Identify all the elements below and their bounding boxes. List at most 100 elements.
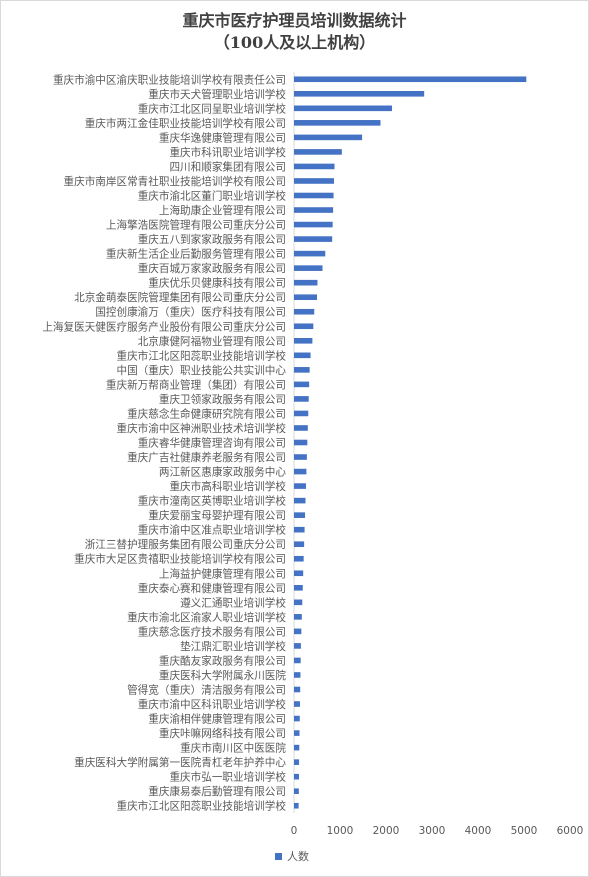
category-label: 两江新区惠康家政服务中心 — [159, 466, 287, 479]
category-label: 上海助康企业管理有限公司 — [159, 204, 286, 217]
category-label: 重庆广吉社健康养老服务有限公司 — [127, 451, 286, 464]
chart-title: 重庆市医疗护理员培训数据统计 （100人及以上机构） — [0, 10, 589, 54]
bar — [294, 672, 301, 678]
bar — [294, 163, 335, 170]
category-label: 重庆市江北区阳蕊职业技能培训学校 — [117, 800, 287, 813]
category-label: 重庆华逸健康管理有限公司 — [159, 131, 286, 144]
bar — [294, 759, 300, 765]
bar — [294, 337, 313, 344]
bar — [294, 802, 299, 809]
legend-label: 人数 — [287, 850, 309, 863]
category-label: 重庆五八到家家政服务有限公司 — [138, 233, 286, 246]
bar — [294, 730, 300, 736]
category-label: 中国（重庆）职业技能公共实训中心 — [117, 364, 287, 377]
bar — [294, 439, 308, 446]
category-label: 重庆市弘一职业培训学校 — [169, 771, 286, 784]
category-label: 重庆康易泰后勤管理有限公司 — [148, 785, 286, 798]
x-tick-label: 4000 — [465, 825, 492, 837]
bar — [294, 657, 301, 664]
category-label: 重庆优乐贝健康科技有限公司 — [148, 277, 286, 290]
category-label: 重庆卫领家政服务有限公司 — [159, 393, 286, 406]
category-label: 国控创康渝万（重庆）医疗科技有限公司 — [95, 306, 286, 319]
category-label: 四川和顺家集团有限公司 — [169, 160, 286, 173]
bar — [294, 555, 304, 562]
category-label: 重庆市南川区中医医院 — [180, 742, 286, 755]
category-label: 重庆咔嘛网络科技有限公司 — [159, 727, 286, 740]
bar — [294, 236, 333, 242]
category-label: 重庆渝相伴健康管理有限公司 — [148, 713, 286, 726]
x-tick-label: 6000 — [557, 825, 584, 837]
category-label: 重庆睿华健康管理咨询有限公司 — [138, 437, 286, 450]
bar — [294, 250, 326, 257]
bar — [294, 584, 303, 591]
category-label: 重庆市渝北区董门职业培训学校 — [138, 190, 287, 203]
x-tick-label: 3000 — [419, 825, 446, 837]
bar — [294, 773, 299, 780]
category-label: 重庆新万帮商业管理（集团）有限公司 — [106, 378, 286, 391]
category-label: 上海益护健康管理有限公司 — [159, 567, 286, 580]
category-label: 管得宽（重庆）清洁服务有限公司 — [127, 684, 286, 697]
bar — [294, 76, 527, 83]
category-label: 重庆医科大学附属永川医院 — [159, 669, 287, 682]
category-label: 重庆慈念生命健康研究院有限公司 — [127, 407, 286, 420]
bar — [294, 570, 304, 577]
bar — [294, 294, 317, 301]
bar — [294, 468, 307, 475]
x-tick-label: 1000 — [327, 825, 354, 837]
bar — [294, 643, 301, 649]
category-label: 重庆市江北区阳蕊职业技能培训学校 — [117, 349, 287, 362]
chart-title-line1: 重庆市医疗护理员培训数据统计 — [182, 11, 407, 30]
category-label: 重庆市大足区贵禧职业技能培训学校有限公司 — [74, 553, 286, 566]
legend: 人数 — [275, 848, 309, 864]
category-label: 重庆百城万家家政服务有限公司 — [138, 262, 286, 275]
category-label: 重庆市江北区同呈职业培训学校 — [138, 102, 287, 115]
bar — [294, 628, 302, 635]
legend-swatch — [275, 852, 282, 860]
x-tick-label: 0 — [291, 825, 298, 837]
category-label: 重庆市渝北区渝家人职业培训学校 — [127, 611, 286, 624]
bar — [294, 178, 335, 184]
category-label: 重庆医科大学附属第一医院青杠老年护养中心 — [74, 756, 286, 769]
category-label: 重庆市潼南区英博职业培训学校 — [138, 495, 287, 508]
category-label: 重庆爱丽宝母婴护理有限公司 — [148, 509, 286, 522]
bar — [294, 265, 323, 271]
bar — [294, 425, 308, 431]
category-label: 垫江鼎汇职业培训学校 — [180, 640, 286, 653]
category-label: 重庆慈念医疗技术服务有限公司 — [138, 625, 286, 638]
bar — [294, 701, 300, 707]
category-label: 浙江三替护理服务集团有限公司重庆分公司 — [85, 538, 286, 551]
x-tick-label: 5000 — [511, 825, 538, 837]
category-label: 重庆市渝中区科讯职业培训学校 — [138, 698, 287, 711]
chart-title-line2: （100人及以上机构） — [213, 33, 376, 52]
category-label: 重庆泰心赛和健康管理有限公司 — [138, 582, 286, 595]
bar — [294, 788, 299, 795]
bar — [294, 686, 301, 693]
category-label: 重庆市高科职业培训学校 — [169, 480, 286, 493]
bar — [294, 512, 306, 518]
category-label: 重庆市渝中区准点职业培训学校 — [138, 524, 287, 537]
bar — [294, 308, 315, 315]
category-label: 重庆市天犬管理职业培训学校 — [148, 88, 286, 101]
bar — [294, 149, 342, 155]
bar — [294, 497, 306, 504]
bar — [294, 221, 333, 228]
bar — [294, 381, 310, 388]
bar — [294, 483, 306, 489]
category-label: 北京金萌泰医院管理集团有限公司重庆分公司 — [74, 291, 286, 304]
bar — [294, 105, 392, 112]
x-tick-label: 2000 — [373, 825, 400, 837]
bar — [294, 599, 303, 606]
category-label: 重庆新生活企业后勤服务管理有限公司 — [106, 248, 286, 261]
bar — [294, 396, 309, 402]
category-label: 重庆市渝中区渝庆职业技能培训学校有限责任公司 — [53, 73, 286, 86]
category-label: 重庆市科讯职业培训学校 — [169, 146, 286, 159]
bar — [294, 744, 300, 751]
category-label: 遵义汇通职业培训学校 — [180, 596, 286, 609]
bar — [294, 207, 334, 213]
category-label: 重庆酷友家政服务有限公司 — [159, 654, 286, 667]
bar — [294, 192, 334, 199]
bar — [294, 90, 425, 97]
category-label: 上海擎浩医院管理有限公司重庆分公司 — [106, 219, 286, 232]
bar — [294, 134, 363, 141]
